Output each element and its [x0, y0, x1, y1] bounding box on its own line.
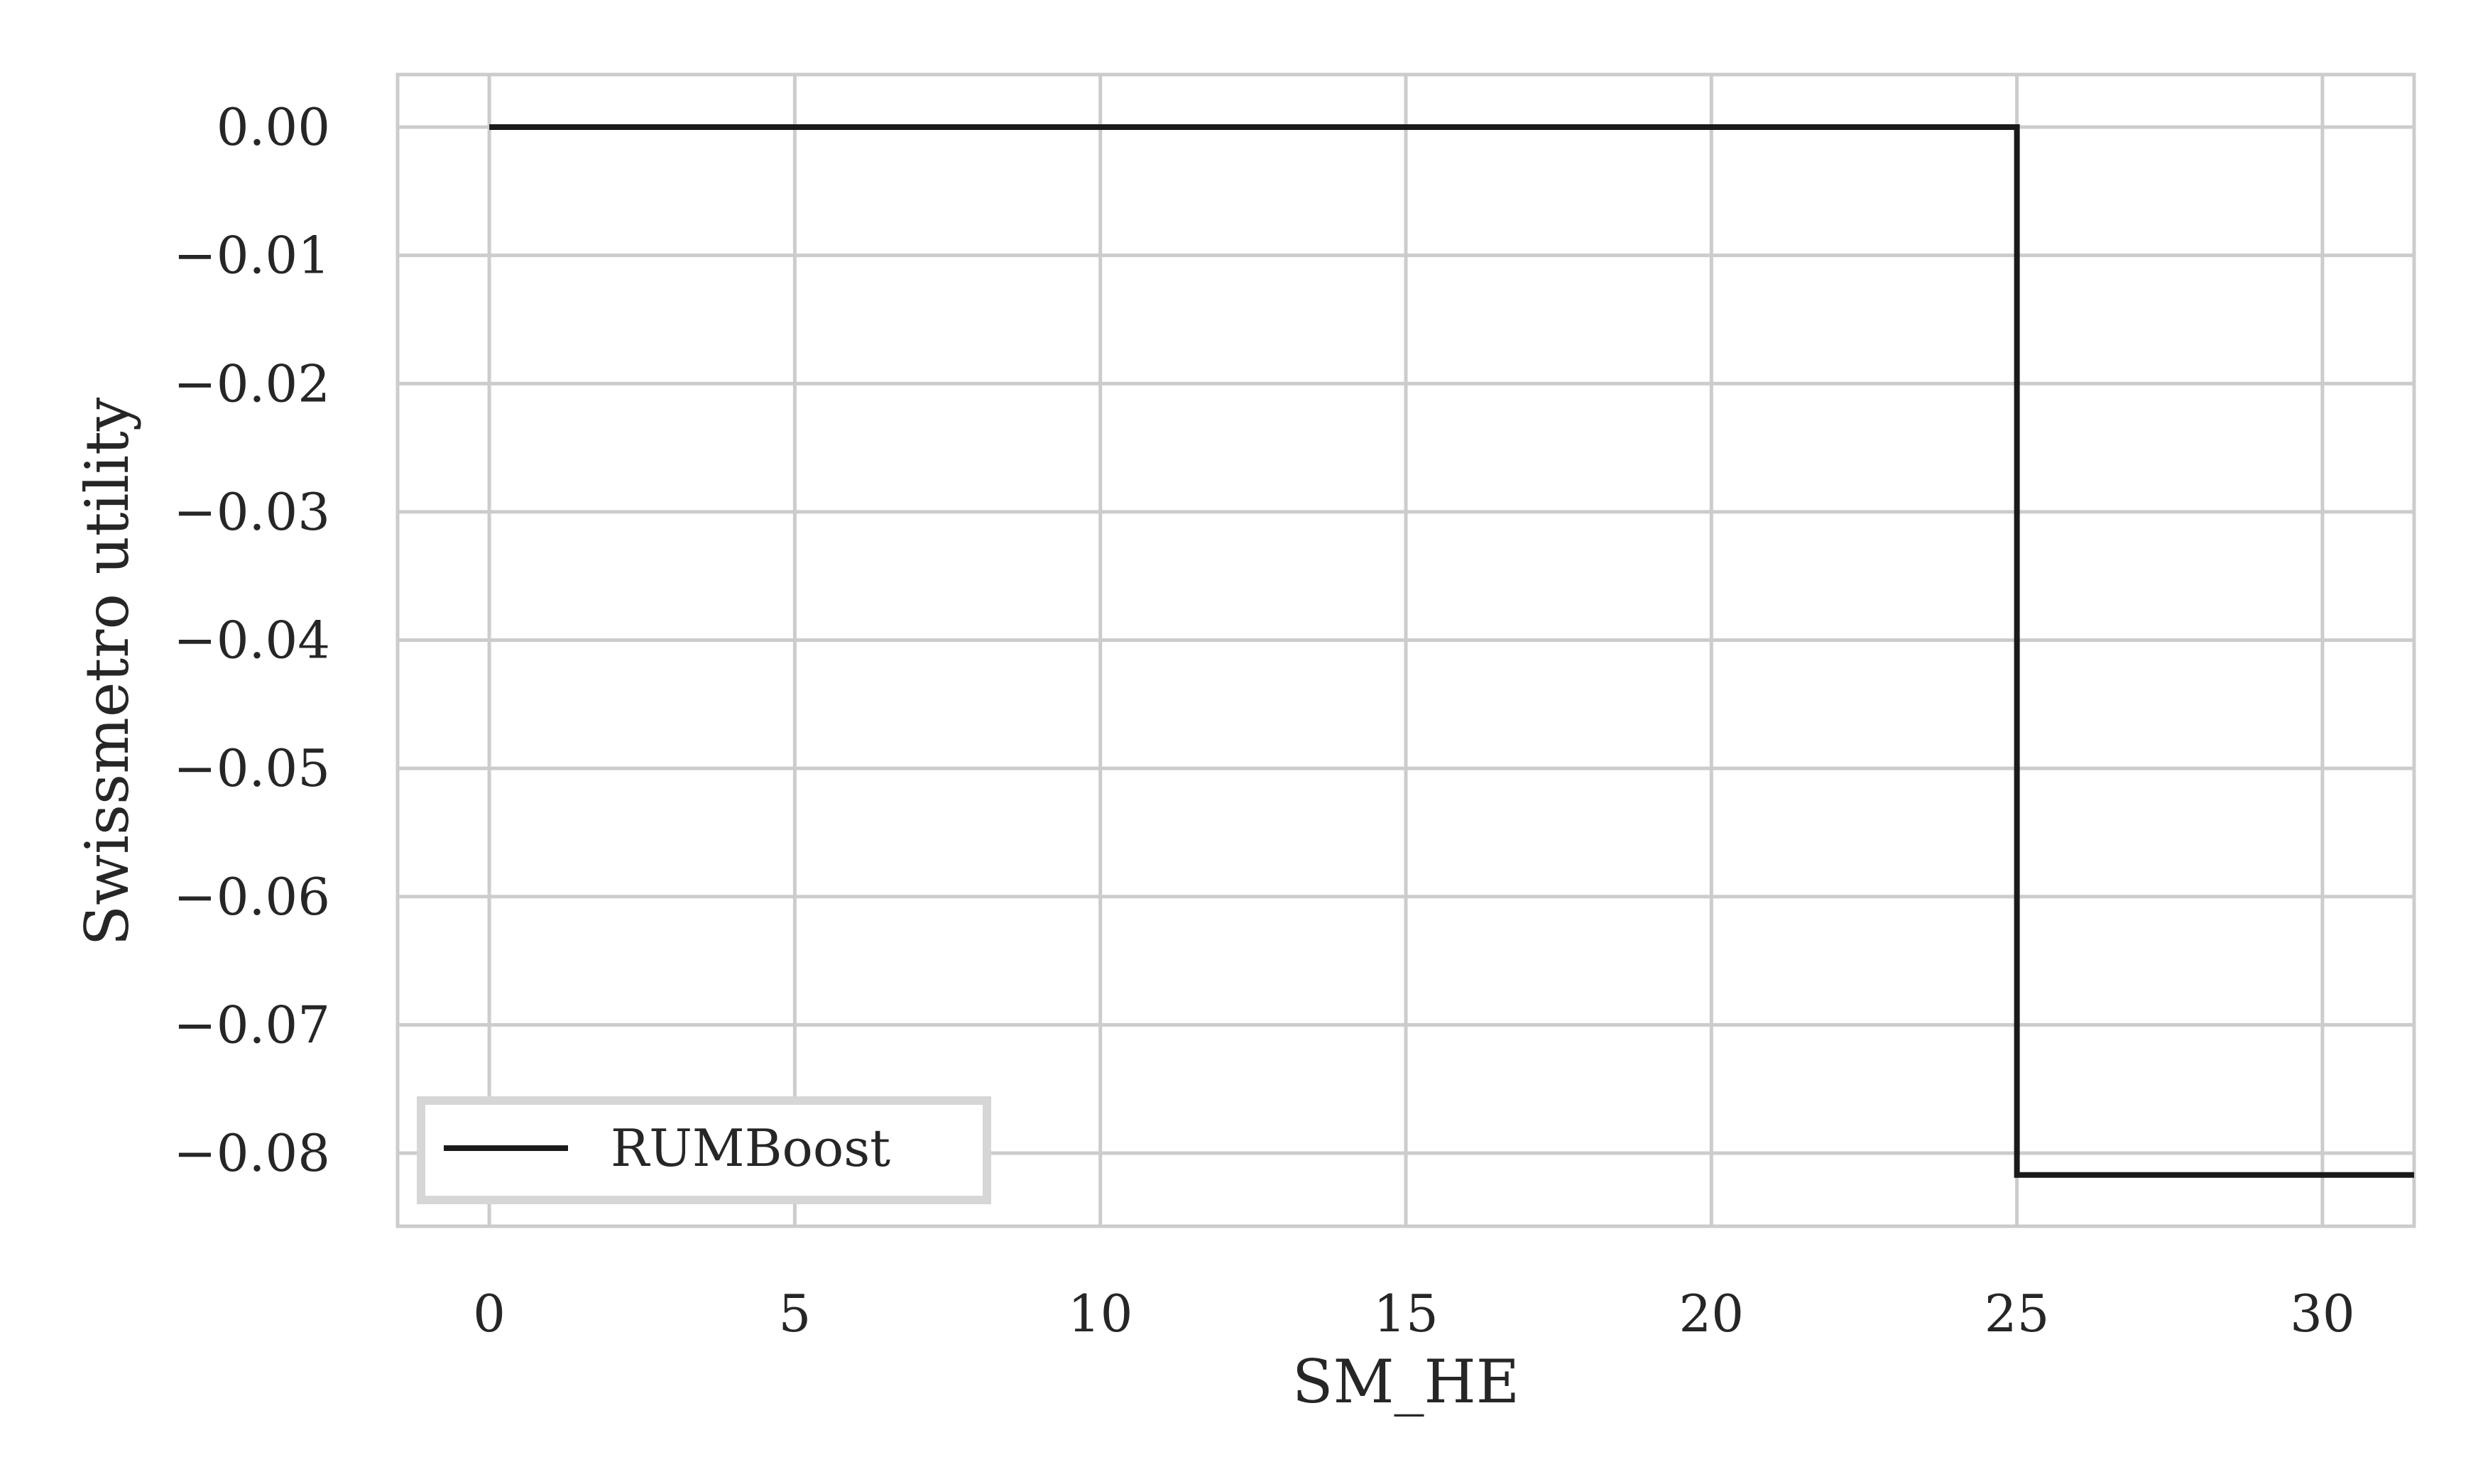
plot-area-frame — [395, 72, 2416, 1228]
x-tick-label: 30 — [2290, 1284, 2355, 1343]
x-grid — [487, 75, 2325, 1226]
x-tick-label: 25 — [1985, 1284, 2050, 1343]
y-tick-label: −0.08 — [173, 1123, 330, 1183]
x-tick-label: 5 — [778, 1284, 811, 1343]
series-layer — [489, 124, 2414, 1178]
x-axis-label: SM_HE — [1292, 1347, 1519, 1417]
series-line-rumboost — [489, 124, 2414, 1178]
y-tick-label: −0.03 — [173, 482, 330, 542]
y-tick-label: −0.05 — [173, 738, 330, 798]
x-tick-labels: 0 5 10 15 20 25 30 — [473, 1284, 2355, 1343]
legend: RUMBoost — [417, 1096, 991, 1204]
y-tick-label: −0.06 — [173, 867, 330, 927]
x-tick-label: 10 — [1068, 1284, 1133, 1343]
x-tick-label: 0 — [473, 1284, 506, 1343]
y-tick-label: −0.02 — [173, 354, 330, 413]
y-tick-label: −0.07 — [173, 995, 330, 1054]
y-tick-label: −0.04 — [173, 611, 330, 670]
y-tick-labels: 0.00 −0.01 −0.02 −0.03 −0.04 −0.05 −0.06 −0.07 −… — [173, 97, 330, 1183]
y-tick-label: 0.00 — [217, 97, 330, 157]
y-grid — [398, 125, 2414, 1155]
legend-label-rumboost: RUMBoost — [611, 1118, 890, 1178]
y-tick-label: −0.01 — [173, 226, 330, 285]
x-tick-label: 15 — [1373, 1284, 1439, 1343]
y-axis-label: Swissmetro utility — [72, 397, 142, 946]
x-tick-label: 20 — [1679, 1284, 1744, 1343]
